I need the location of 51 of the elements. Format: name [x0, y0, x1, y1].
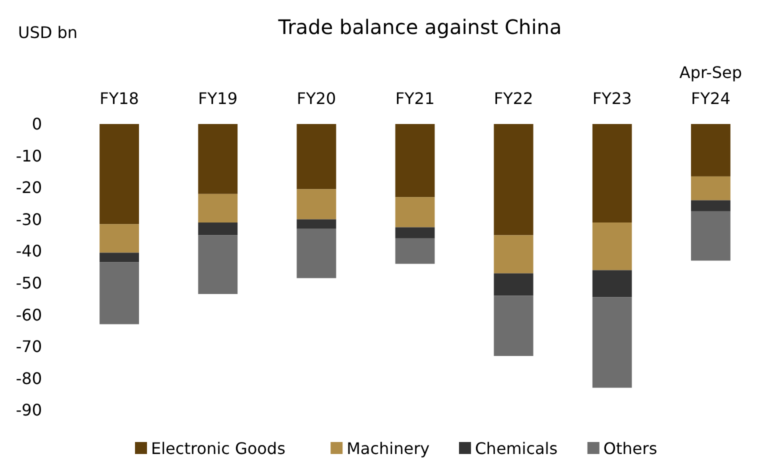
bar: [592, 270, 632, 298]
x-tick-label: FY18: [100, 89, 139, 108]
bar: [100, 262, 139, 324]
bar: [198, 235, 238, 294]
bar: [494, 235, 534, 274]
bar: [296, 228, 336, 278]
x-tick-label: FY22: [494, 89, 534, 108]
bar: [296, 189, 336, 220]
bar: [100, 224, 139, 253]
legend-label: Machinery: [346, 439, 430, 458]
bar: [198, 124, 238, 194]
bar: [395, 197, 435, 228]
bar: [198, 194, 238, 223]
y-tick-label: -90: [16, 400, 42, 420]
x-tick-label: Apr-Sep FY24: [679, 63, 742, 108]
y-tick-label: -60: [16, 305, 42, 324]
bar: [296, 219, 336, 229]
bar: [494, 273, 534, 296]
bar: [395, 238, 435, 264]
y-tick-label: -50: [16, 273, 42, 292]
y-tick-label: -80: [16, 368, 42, 388]
legend-label: Electronic Goods: [151, 439, 286, 458]
bar: [691, 211, 730, 261]
bar: [100, 252, 139, 262]
bar: [691, 176, 730, 200]
legend-label: Chemicals: [475, 439, 558, 458]
y-tick-label: -10: [16, 146, 42, 166]
x-tick-label: FY23: [592, 89, 632, 108]
bar: [296, 124, 336, 190]
y-axis-title: USD bn: [18, 23, 78, 42]
bar: [395, 124, 435, 198]
bar: [592, 222, 632, 270]
x-tick-label: FY21: [395, 89, 435, 108]
bar: [494, 296, 534, 356]
legend-label: Others: [603, 439, 658, 458]
bar: [198, 222, 238, 236]
bar: [592, 297, 632, 388]
bar: [691, 200, 730, 212]
bar: [691, 124, 730, 176]
y-tick-label: -70: [16, 337, 42, 356]
y-tick-label: -40: [16, 242, 42, 261]
bar: [592, 124, 632, 223]
y-tick-label: 0: [32, 114, 42, 134]
bar: [494, 124, 534, 236]
y-tick-label: -20: [16, 178, 42, 198]
y-tick-label: -30: [16, 210, 42, 229]
x-tick-label: FY19: [198, 89, 238, 108]
bar: [395, 227, 435, 238]
x-tick-label: FY20: [296, 89, 336, 108]
chart-title: Trade balance against China: [277, 15, 562, 39]
bar: [100, 124, 139, 224]
